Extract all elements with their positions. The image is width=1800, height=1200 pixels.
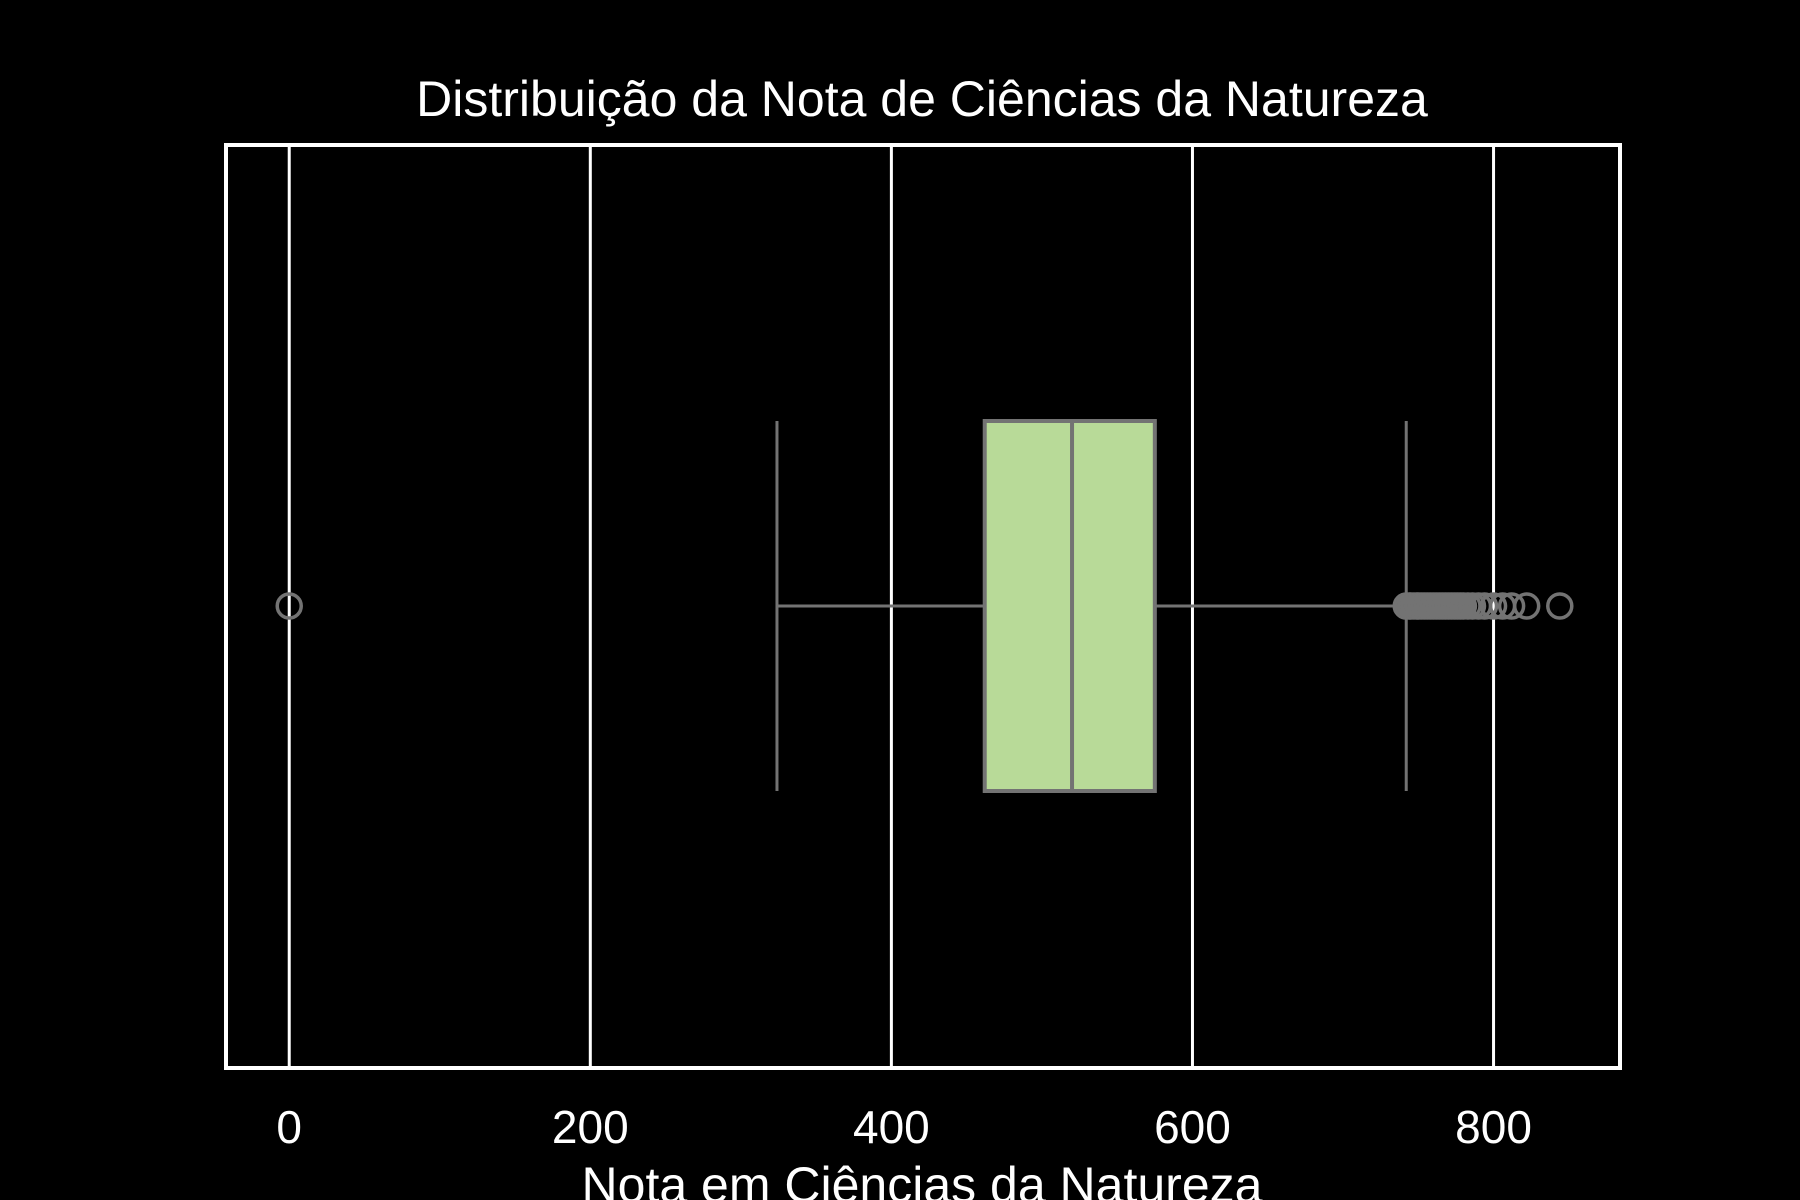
x-axis-label: Nota em Ciências da Natureza — [582, 1157, 1263, 1200]
outlier-points — [275, 592, 1574, 620]
outlier-point-30 — [1546, 592, 1574, 620]
x-tick-label-400: 400 — [853, 1101, 930, 1153]
x-tick-labels: 0 200 400 600 800 — [276, 1101, 1531, 1153]
outlier-point-29 — [1512, 592, 1541, 620]
x-tick-label-200: 200 — [552, 1101, 629, 1153]
x-tick-label-800: 800 — [1455, 1101, 1532, 1153]
x-tick-label-0: 0 — [276, 1101, 302, 1153]
box-plot — [775, 419, 1408, 793]
box-iqr — [982, 419, 1157, 793]
chart-title: Distribuição da Nota de Ciências da Natu… — [416, 71, 1428, 127]
plot-area-frame — [224, 143, 1622, 1070]
outlier-point-26 — [1479, 592, 1508, 620]
outlier-point-25 — [1470, 592, 1499, 620]
outlier-point-28 — [1497, 592, 1526, 620]
outlier-point-0 — [275, 592, 303, 620]
x-tick-label-600: 600 — [1154, 1101, 1231, 1153]
